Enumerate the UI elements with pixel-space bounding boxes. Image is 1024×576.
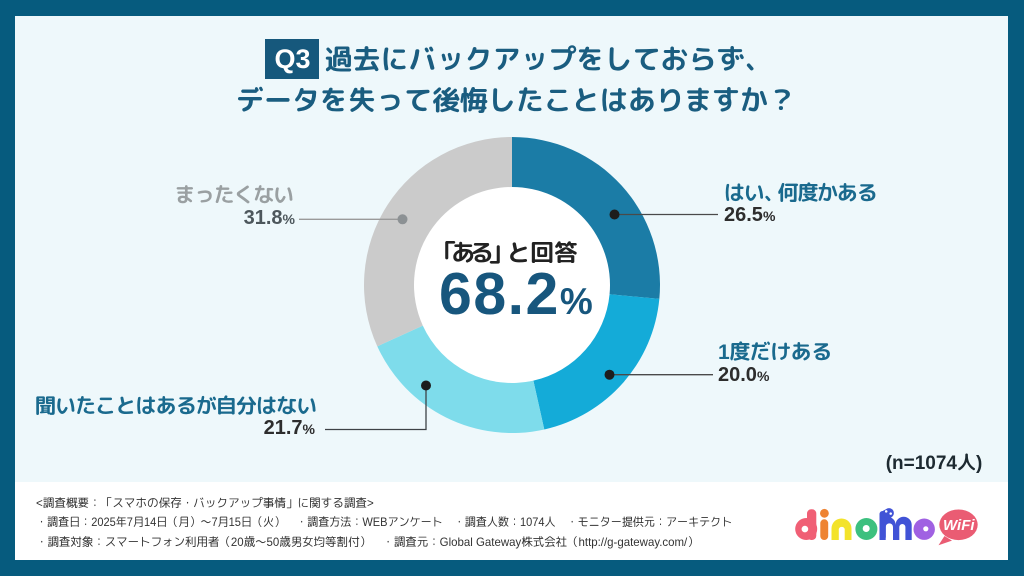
- svg-text:WiFi: WiFi: [943, 517, 975, 534]
